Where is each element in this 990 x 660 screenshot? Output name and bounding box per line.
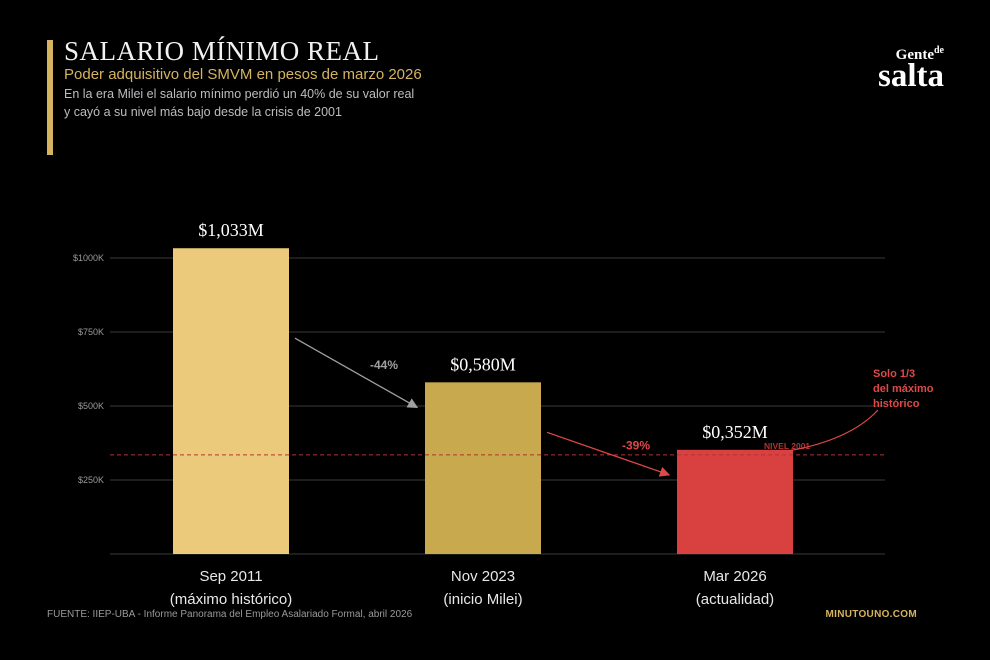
x-category-label: Sep 2011 (199, 568, 262, 585)
y-tick-label: $500K (78, 401, 104, 411)
description-line-2: y cayó a su nivel más bajo desde la cris… (64, 105, 342, 119)
y-tick-label: $1000K (73, 253, 104, 263)
chart-title: SALARIO MÍNIMO REAL (64, 36, 380, 66)
gente-de-salta-logo: Gentede salta (878, 44, 944, 94)
annotation-curve (788, 409, 879, 452)
y-tick-label: $250K (78, 475, 104, 485)
accent-bar (47, 40, 53, 155)
bar (173, 248, 289, 554)
x-category-label: Nov 2023 (451, 568, 515, 585)
logo-main-text: salta (878, 58, 944, 94)
bar-value-label: $1,033M (198, 220, 264, 240)
change-percent-label: -44% (370, 358, 398, 372)
annotation-text: del máximo (873, 383, 934, 395)
change-arrow (294, 337, 419, 408)
bar (677, 449, 793, 554)
bar-value-label: $0,580M (450, 354, 516, 374)
logo-sup-text: de (934, 45, 944, 56)
x-category-sublabel: (máximo histórico) (170, 591, 293, 608)
annotation-text: histórico (873, 398, 920, 410)
annotation-text: Solo 1/3 (873, 368, 915, 380)
credit-label: MINUTOUNO.COM (825, 609, 917, 620)
chart-subtitle: Poder adquisitivo del SMVM en pesos de m… (64, 66, 422, 83)
reference-line-label: NIVEL 2001 (764, 441, 810, 451)
y-tick-label: $750K (78, 327, 104, 337)
logo-top-text: Gente (895, 47, 934, 63)
change-arrow (546, 431, 671, 477)
bar (425, 382, 541, 554)
bar-value-label: $0,352M (702, 422, 768, 442)
source-note: FUENTE: IIEP-UBA - Informe Panorama del … (47, 609, 413, 620)
change-percent-label: -39% (622, 439, 650, 453)
description-line-1: En la era Milei el salario mínimo perdió… (64, 87, 415, 101)
x-category-label: Mar 2026 (703, 568, 766, 585)
x-category-sublabel: (inicio Milei) (443, 591, 522, 608)
x-category-sublabel: (actualidad) (696, 591, 774, 608)
chart-description: En la era Milei el salario mínimo perdió… (64, 85, 414, 121)
